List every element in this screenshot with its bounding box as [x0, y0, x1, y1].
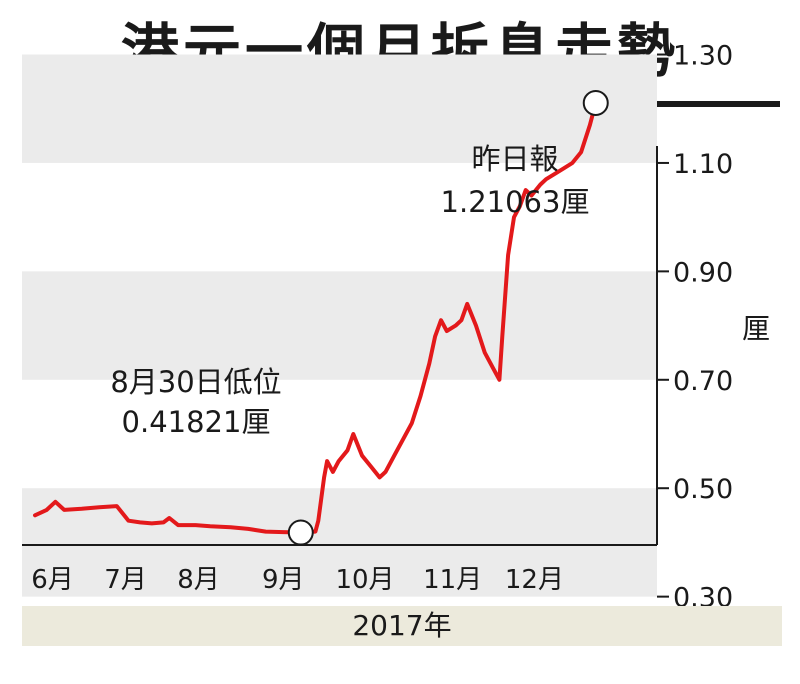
- shaded-band-1: [22, 271, 657, 380]
- annotation-marker-0: [287, 519, 314, 546]
- x-month-labels: 6月 7月 8月 9月 10月 11月 12月: [31, 565, 564, 595]
- y-tick-label-1: 1.10: [673, 149, 733, 180]
- annotation-label-1: 昨日報: [471, 142, 558, 176]
- y-tick-label-3: 0.70: [673, 366, 733, 397]
- year-footer: 2017年: [22, 606, 782, 646]
- y-tick-label-0: 1.30: [673, 41, 733, 72]
- shaded-band-2: [22, 488, 657, 597]
- x-month-label-1: 7月: [104, 565, 147, 595]
- annotation-marker-1: [582, 89, 609, 116]
- annotation-label-0: 8月30日低位: [110, 365, 281, 399]
- x-month-label-6: 12月: [505, 565, 564, 595]
- y-tick-label-4: 0.50: [673, 474, 733, 505]
- shaded-bands: [22, 54, 657, 597]
- x-month-label-3: 9月: [262, 565, 305, 595]
- x-month-label-4: 10月: [335, 565, 394, 595]
- y-axis-unit-label: 厘: [742, 312, 771, 345]
- y-ticks: 1.301.100.900.700.500.30: [657, 41, 733, 614]
- annotations: 8月30日低位 0.41821厘 昨日報 1.21063厘: [110, 89, 609, 546]
- shaded-band-0: [22, 54, 657, 163]
- rate-line: [33, 101, 598, 535]
- year-label: 2017年: [352, 609, 452, 642]
- x-month-label-2: 8月: [177, 565, 220, 595]
- annotation-value-1: 1.21063厘: [441, 185, 590, 219]
- x-month-label-5: 11月: [423, 565, 482, 595]
- y-tick-label-2: 0.90: [673, 257, 733, 288]
- annotation-value-0: 0.41821厘: [122, 405, 271, 439]
- x-month-label-0: 6月: [31, 565, 74, 595]
